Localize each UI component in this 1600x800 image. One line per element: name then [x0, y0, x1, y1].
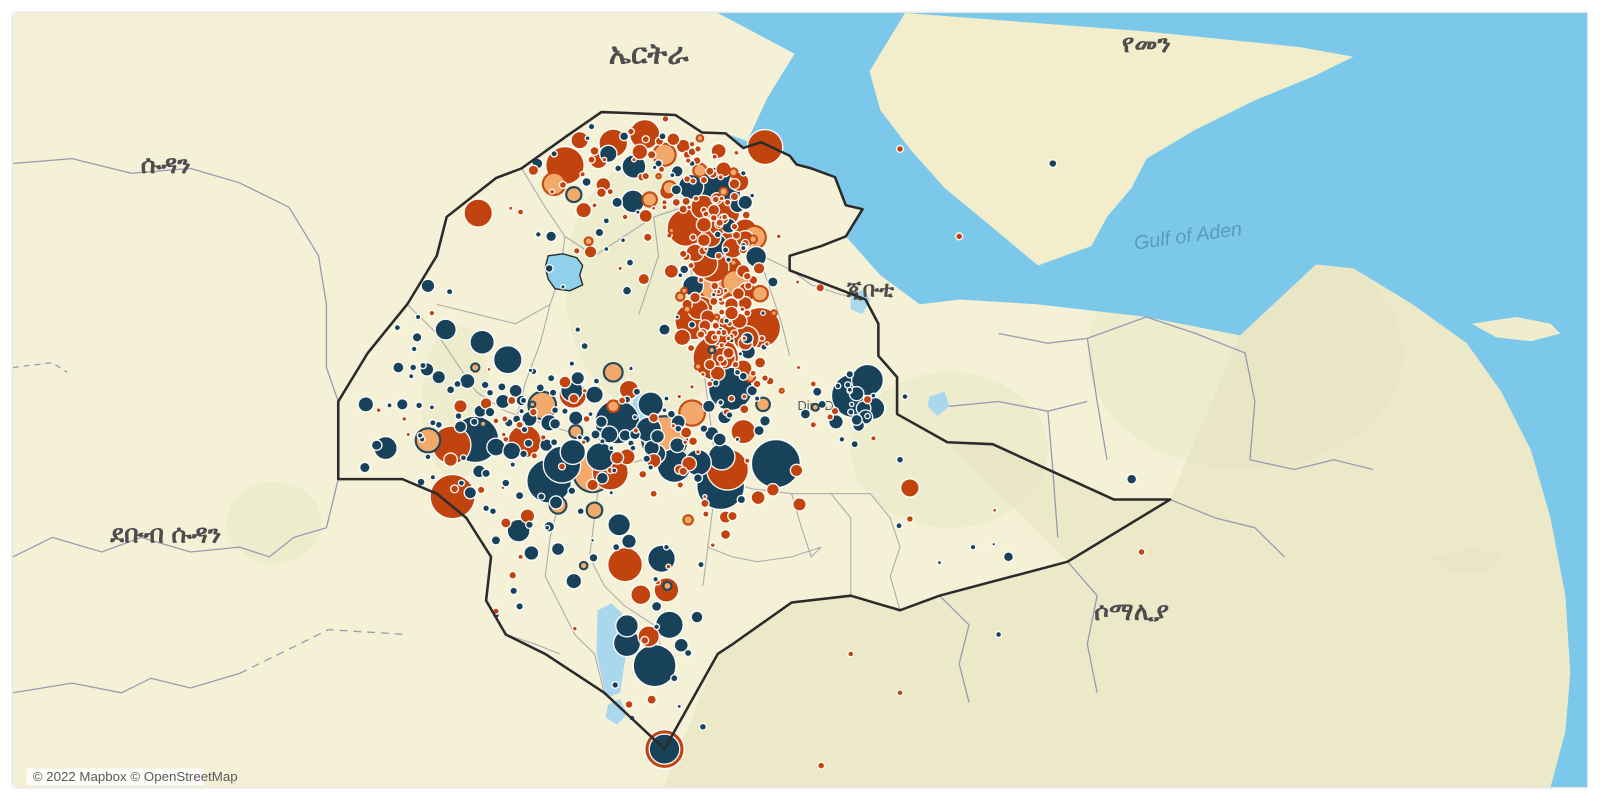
svg-text:ሱዳን: ሱዳን — [141, 151, 191, 179]
svg-text:የመን: የመን — [1122, 30, 1171, 58]
svg-text:© 2022 Mapbox © OpenStreetMap: © 2022 Mapbox © OpenStreetMap — [33, 769, 238, 784]
svg-text:ኤርትራ: ኤርትራ — [609, 38, 690, 71]
svg-text:ጂቡቲ: ጂቡቲ — [846, 278, 896, 302]
svg-text:ሶማሊያ: ሶማሊያ — [1094, 598, 1169, 626]
svg-text:ደቡብ ሱዳን: ደቡብ ሱዳን — [109, 520, 221, 548]
